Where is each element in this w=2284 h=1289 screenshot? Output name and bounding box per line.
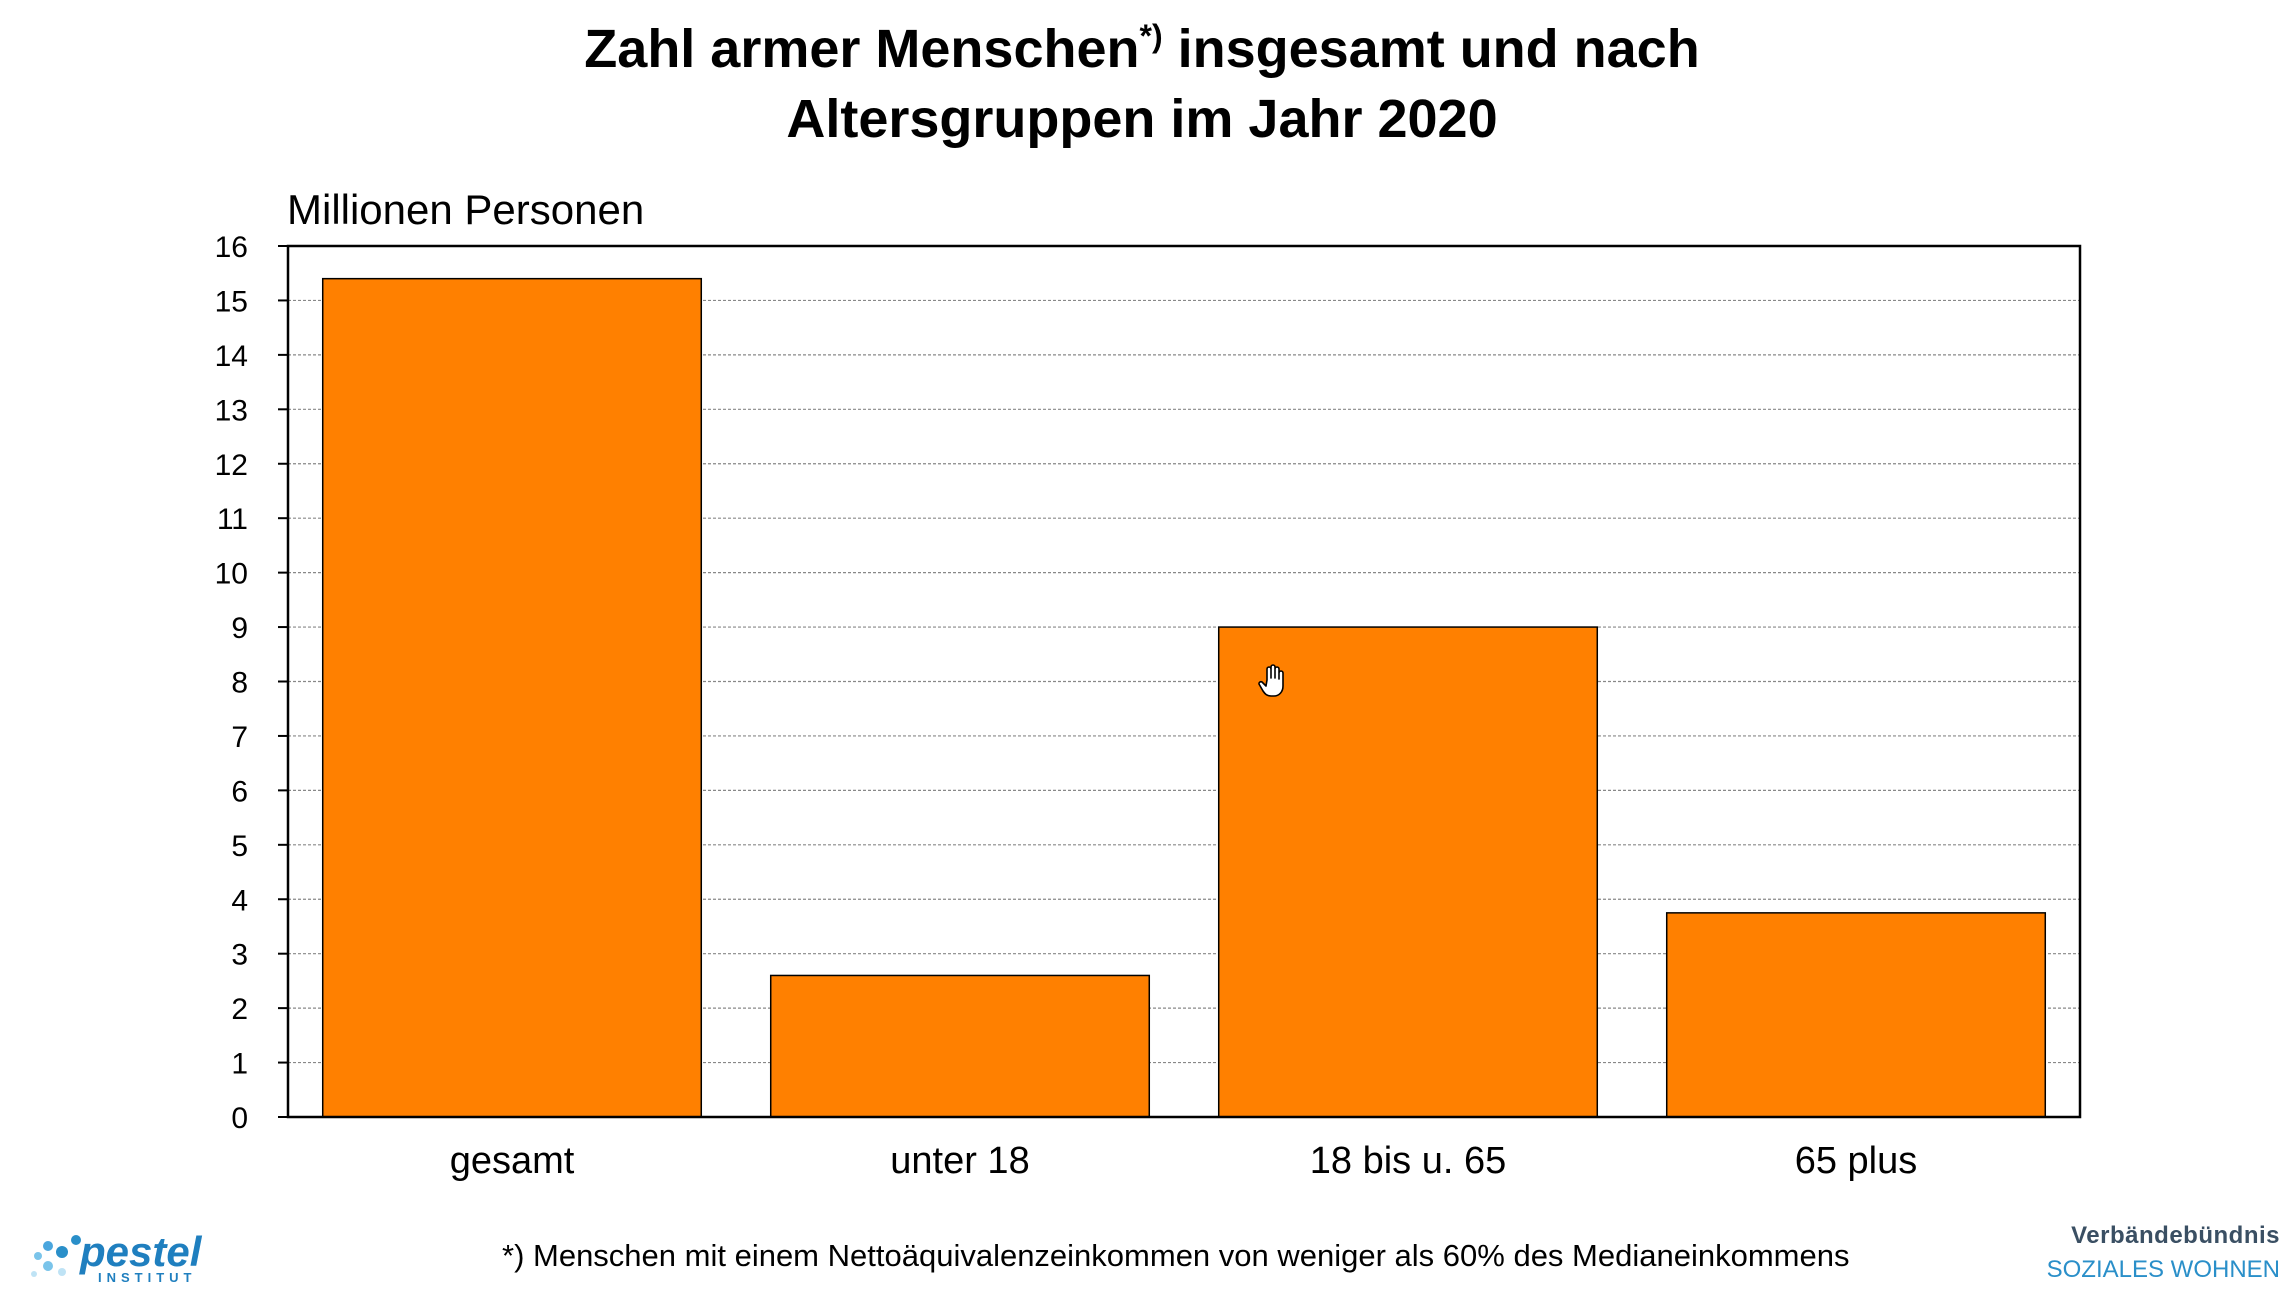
bar-unter-18 bbox=[769, 974, 1151, 1118]
hand-cursor-icon bbox=[1258, 664, 1286, 698]
pestel-logo: pestel INSTITUT bbox=[28, 1222, 208, 1285]
y-tick-label: 7 bbox=[231, 721, 248, 754]
y-tick-label: 15 bbox=[215, 285, 248, 318]
bar-gesamt bbox=[321, 277, 703, 1118]
footnote: *) Menschen mit einem Nettoäquivalenzein… bbox=[502, 1238, 1850, 1273]
y-tick-label: 2 bbox=[231, 993, 248, 1026]
logo-line2: SOZIALES WOHNEN bbox=[2046, 1256, 2280, 1283]
y-tick-label: 16 bbox=[215, 231, 248, 264]
logo-line1: Verbändebündnis bbox=[2071, 1222, 2280, 1249]
y-tick-label: 14 bbox=[215, 340, 248, 373]
x-category-label: gesamt bbox=[450, 1140, 575, 1182]
y-tick-label: 5 bbox=[231, 830, 248, 863]
bar-18-bis-u-65 bbox=[1217, 626, 1599, 1118]
chart-title: Zahl armer Menschen*) insgesamt und nach… bbox=[0, 14, 2284, 154]
y-tick-label: 12 bbox=[215, 449, 248, 482]
title-footnote-mark: *) bbox=[1139, 18, 1163, 54]
y-axis-label: Millionen Personen bbox=[287, 186, 645, 233]
gridlines bbox=[288, 299, 2080, 1064]
title-main: Zahl armer Menschen bbox=[584, 19, 1140, 79]
chart-title-line2: Altersgruppen im Jahr 2020 bbox=[786, 89, 1498, 149]
x-categories: gesamt unter 18 18 bis u. 65 65 plus bbox=[450, 1140, 1918, 1182]
x-category-label: unter 18 bbox=[890, 1140, 1029, 1182]
y-tick-label: 11 bbox=[217, 503, 248, 536]
y-tick-label: 1 bbox=[231, 1048, 248, 1081]
x-category-label: 65 plus bbox=[1795, 1140, 1918, 1182]
bars bbox=[321, 277, 2047, 1118]
verbaendebuendnis-logo: Verbändebündnis SOZIALES WOHNEN bbox=[2047, 1222, 2280, 1284]
y-tick-label: 3 bbox=[231, 939, 248, 972]
y-tick-label: 4 bbox=[231, 884, 248, 917]
pestel-institut-text: INSTITUT bbox=[98, 1270, 197, 1284]
y-tick-label: 6 bbox=[231, 775, 248, 808]
y-tick-label: 9 bbox=[231, 612, 248, 645]
bar-65-plus bbox=[1665, 912, 2047, 1118]
y-tick-label: 0 bbox=[231, 1102, 248, 1135]
y-tick-label: 8 bbox=[231, 667, 248, 700]
title-rest: insgesamt und nach bbox=[1162, 19, 1700, 79]
pestel-wordmark: pestel bbox=[79, 1228, 203, 1275]
chart-title-line1: Zahl armer Menschen*) insgesamt und nach bbox=[0, 14, 2284, 84]
pestel-logo-graphic: pestel INSTITUT bbox=[31, 1228, 203, 1285]
x-category-label: 18 bis u. 65 bbox=[1310, 1140, 1506, 1182]
y-tick-label: 10 bbox=[215, 558, 248, 591]
y-tick-label: 13 bbox=[215, 394, 248, 427]
